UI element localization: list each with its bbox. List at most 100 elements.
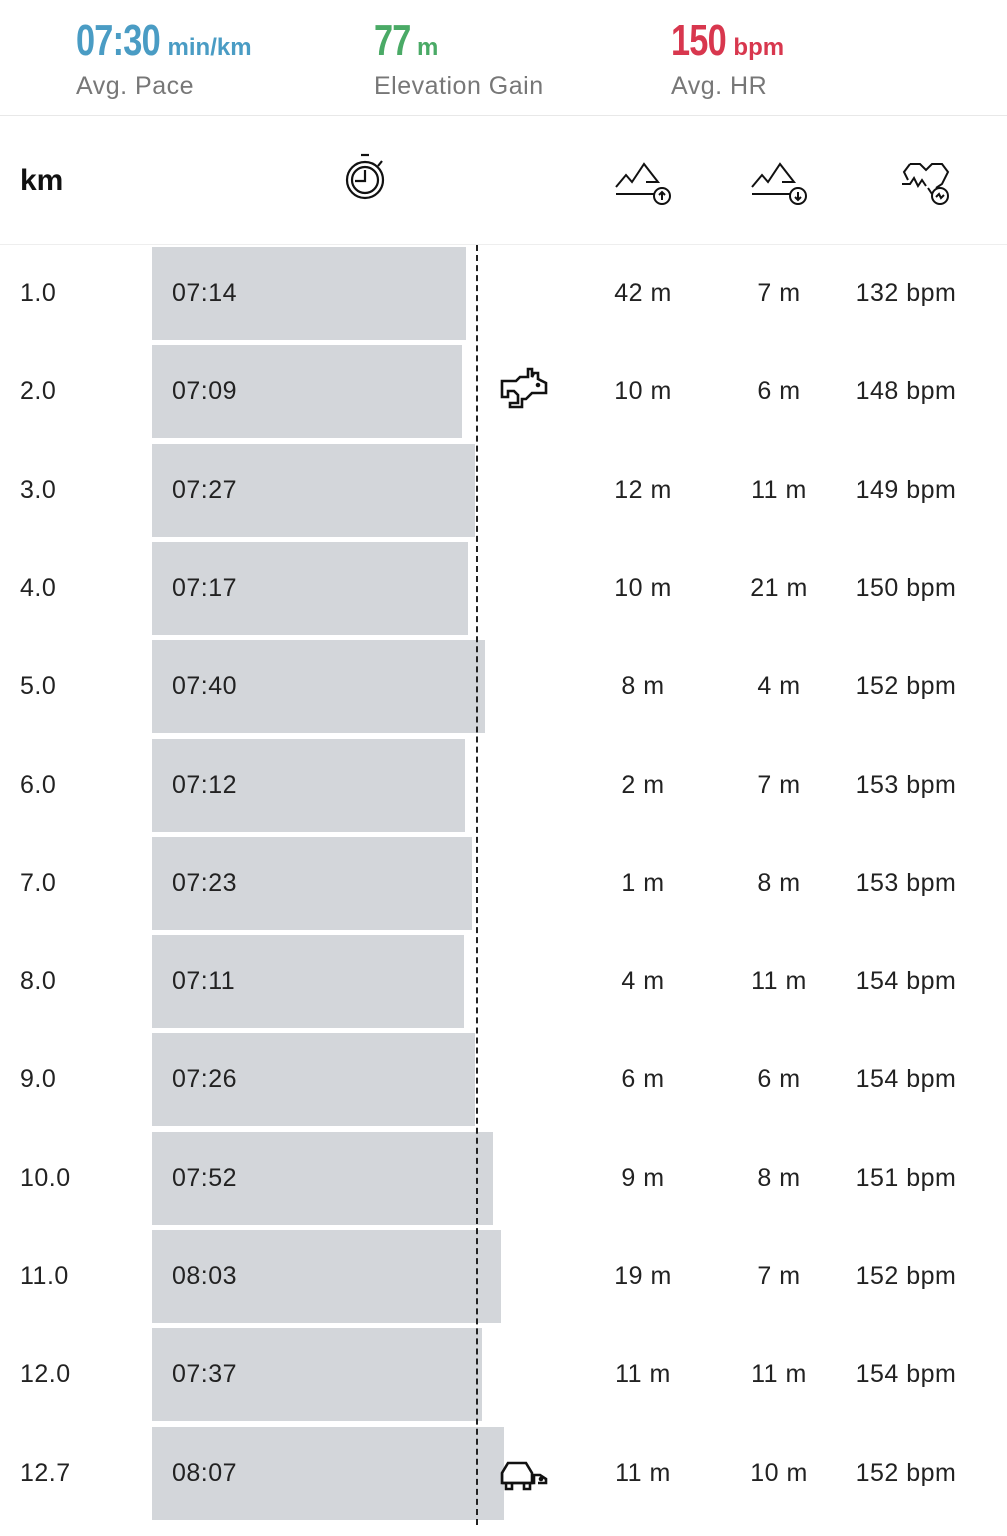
split-hr: 149 bpm bbox=[855, 475, 957, 504]
split-descent: 8 m bbox=[757, 868, 801, 897]
split-pace: 07:09 bbox=[172, 377, 238, 406]
pace-bar bbox=[152, 541, 469, 635]
avg-hr-value: 150 bbox=[671, 16, 727, 65]
split-hr: 153 bpm bbox=[855, 770, 957, 799]
split-hr: 154 bpm bbox=[855, 967, 957, 996]
split-km: 1.0 bbox=[20, 279, 57, 307]
elevation-up-icon bbox=[615, 162, 671, 205]
avg-hr-stat: 150 bpm Avg. HR bbox=[671, 16, 784, 101]
split-pace: 07:12 bbox=[172, 770, 238, 799]
split-descent: 6 m bbox=[757, 377, 801, 406]
avg-pace-unit: min/km bbox=[167, 34, 252, 61]
split-descent: 11 m bbox=[751, 967, 807, 996]
split-ascent: 9 m bbox=[621, 1163, 665, 1192]
split-pace: 07:27 bbox=[172, 475, 238, 504]
elevation-down-icon bbox=[751, 162, 807, 205]
turtle-icon bbox=[498, 1457, 550, 1498]
split-hr: 152 bpm bbox=[855, 672, 957, 701]
elevation-gain-value: 77 bbox=[374, 16, 411, 65]
split-row: 12.7 08:07 11 m 10 m 152 bpm bbox=[0, 1426, 1007, 1520]
split-km: 9.0 bbox=[20, 1065, 57, 1094]
split-km: 6.0 bbox=[20, 770, 57, 799]
split-ascent: 10 m bbox=[614, 377, 672, 406]
split-hr: 152 bpm bbox=[855, 1262, 957, 1290]
split-descent: 7 m bbox=[757, 770, 801, 799]
pace-bar bbox=[152, 1033, 475, 1127]
split-ascent: 8 m bbox=[621, 672, 665, 701]
split-km: 12.0 bbox=[20, 1360, 71, 1389]
column-header: km bbox=[0, 116, 1007, 245]
split-pace: 07:17 bbox=[172, 573, 238, 602]
summary-header: 07:30 min/km Avg. Pace 77 m Elevation Gain… bbox=[0, 0, 1007, 116]
split-descent: 11 m bbox=[751, 475, 807, 504]
elevation-gain-label: Elevation Gain bbox=[374, 72, 544, 100]
split-hr: 132 bpm bbox=[855, 279, 957, 307]
split-ascent: 19 m bbox=[614, 1262, 672, 1290]
avg-hr-label: Avg. HR bbox=[671, 72, 768, 100]
split-ascent: 12 m bbox=[614, 475, 672, 504]
split-km: 3.0 bbox=[20, 475, 57, 504]
pace-bar bbox=[152, 836, 473, 930]
split-descent: 7 m bbox=[757, 1262, 801, 1290]
split-descent: 21 m bbox=[750, 573, 808, 602]
split-row: 10.0 07:52 9 m 8 m 151 bpm bbox=[0, 1131, 1007, 1225]
split-ascent: 11 m bbox=[615, 1458, 671, 1487]
split-hr: 150 bpm bbox=[855, 573, 957, 602]
pace-bar bbox=[152, 1230, 502, 1323]
split-row: 7.0 07:23 1 m 8 m 153 bpm bbox=[0, 836, 1007, 930]
split-descent: 8 m bbox=[757, 1163, 801, 1192]
split-descent: 6 m bbox=[757, 1065, 801, 1094]
split-pace: 07:14 bbox=[172, 279, 238, 307]
pace-bar bbox=[152, 640, 485, 734]
split-hr: 153 bpm bbox=[855, 868, 957, 897]
split-descent: 11 m bbox=[751, 1360, 807, 1389]
split-pace: 08:07 bbox=[172, 1458, 238, 1487]
split-pace: 08:03 bbox=[172, 1262, 238, 1290]
avg-pace-label: Avg. Pace bbox=[76, 72, 195, 100]
split-km: 12.7 bbox=[20, 1458, 71, 1487]
split-hr: 152 bpm bbox=[855, 1458, 957, 1487]
pace-bar bbox=[152, 1426, 504, 1520]
pace-bar bbox=[152, 247, 466, 340]
split-km: 4.0 bbox=[20, 573, 57, 602]
split-descent: 10 m bbox=[750, 1458, 808, 1487]
split-ascent: 4 m bbox=[621, 967, 665, 996]
split-row: 1.0 07:14 42 m 7 m 132 bpm bbox=[0, 247, 1007, 340]
pace-bar bbox=[152, 345, 463, 439]
split-ascent: 10 m bbox=[614, 573, 672, 602]
km-column-header: km bbox=[20, 164, 64, 197]
elevation-gain-stat: 77 m Elevation Gain bbox=[374, 16, 544, 101]
avg-pace-value: 07:30 bbox=[76, 16, 161, 65]
split-km: 11.0 bbox=[20, 1262, 69, 1290]
split-row: 11.0 08:03 19 m 7 m 152 bpm bbox=[0, 1230, 1007, 1323]
split-km: 2.0 bbox=[20, 377, 57, 406]
split-ascent: 6 m bbox=[621, 1065, 665, 1094]
heart-rate-icon bbox=[902, 163, 950, 205]
elevation-gain-unit: m bbox=[416, 34, 439, 61]
split-km: 5.0 bbox=[20, 672, 57, 701]
split-pace: 07:52 bbox=[172, 1163, 238, 1192]
split-km: 8.0 bbox=[20, 967, 57, 996]
avg-pace-stat: 07:30 min/km Avg. Pace bbox=[76, 16, 252, 101]
split-km: 7.0 bbox=[20, 868, 57, 897]
split-row: 6.0 07:12 2 m 7 m 153 bpm bbox=[0, 738, 1007, 832]
split-hr: 148 bpm bbox=[855, 377, 957, 406]
stopwatch-icon bbox=[345, 153, 385, 200]
pace-bar bbox=[152, 738, 465, 832]
split-ascent: 42 m bbox=[614, 279, 672, 307]
split-pace: 07:40 bbox=[172, 672, 238, 701]
split-ascent: 2 m bbox=[621, 770, 665, 799]
pace-bar bbox=[152, 1328, 483, 1422]
split-hr: 154 bpm bbox=[855, 1065, 957, 1094]
split-descent: 4 m bbox=[757, 672, 801, 701]
split-hr: 154 bpm bbox=[855, 1360, 957, 1389]
split-descent: 7 m bbox=[757, 279, 801, 307]
split-pace: 07:11 bbox=[172, 967, 236, 996]
split-row: 9.0 07:26 6 m 6 m 154 bpm bbox=[0, 1033, 1007, 1127]
split-pace: 07:23 bbox=[172, 868, 238, 897]
pace-bar bbox=[152, 443, 476, 537]
split-row: 2.0 07:09 10 m 6 m 148 bpm bbox=[0, 345, 1007, 439]
split-row: 3.0 07:27 12 m 11 m 149 bpm bbox=[0, 443, 1007, 537]
split-hr: 151 bpm bbox=[855, 1163, 957, 1192]
